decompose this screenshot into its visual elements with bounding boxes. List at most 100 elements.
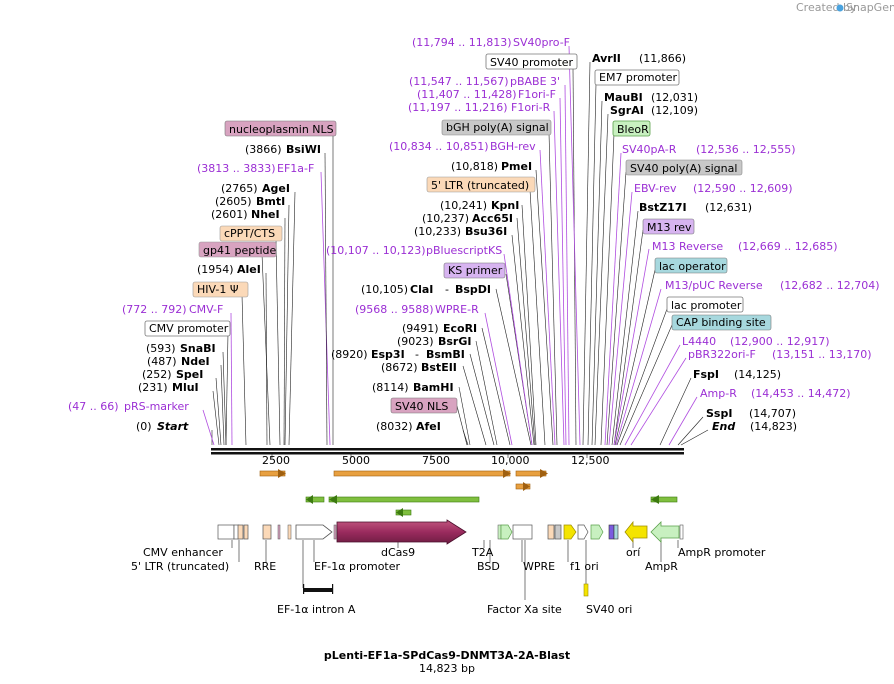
sv40-nls-label: SV40 NLS	[395, 400, 448, 413]
sv40-polya-feature	[608, 524, 615, 540]
enzyme-bmti-pos: (2605)	[215, 195, 252, 208]
enzyme-bstz17i: BstZ17I	[639, 201, 687, 214]
primer-pbr322ori-f: pBR322ori-F	[688, 348, 756, 361]
primer-m13puc-reverse: M13/pUC Reverse	[665, 279, 763, 292]
label-ampr: AmpR	[645, 560, 678, 573]
ks-primer-box	[443, 262, 506, 279]
label-wpre: WPRE	[523, 560, 555, 573]
enzyme-spei-pos: (252)	[142, 368, 172, 381]
primer-pbabe3: pBABE 3'	[510, 75, 560, 88]
orf-dcas9	[333, 470, 511, 477]
feature-track	[217, 519, 684, 600]
enzyme-esp3i-sep: -	[415, 348, 419, 361]
primer-f1ori-f: F1ori-F	[518, 88, 556, 101]
primer-m13-reverse-range: (12,669 .. 12,685)	[738, 240, 838, 253]
sv40-promoter-box	[485, 53, 578, 70]
enzyme-fspi: FspI	[693, 368, 719, 381]
primer-sv40pa-r: SV40pA-R	[622, 143, 677, 156]
sv40-promoter-label: SV40 promoter	[490, 56, 574, 69]
enzyme-pmei-pos: (10,818)	[451, 160, 498, 173]
cap-site-label: CAP binding site	[676, 316, 766, 329]
tick-10000: 10,000	[491, 454, 530, 467]
primer-amp-r-range: (14,453 .. 14,472)	[751, 387, 851, 400]
label-ori: orí	[626, 546, 641, 559]
enzyme-bstz17i-pos: (12,631)	[705, 201, 752, 214]
label-rre: RRE	[254, 560, 276, 573]
enzyme-clai-pos: (10,105)	[361, 283, 408, 296]
ef1a-promoter-feature	[295, 524, 333, 540]
enzyme-nhei: NheI	[251, 208, 280, 221]
primer-ef1a-f: EF1a-F	[277, 162, 314, 175]
t2a-feature	[497, 524, 502, 540]
f1-ori-feature	[563, 524, 577, 540]
enzyme-alei: AleI	[237, 263, 261, 276]
ltr-truncated-label: 5' LTR (truncated)	[431, 179, 529, 192]
sv40-polya-label: SV40 poly(A) signal	[630, 162, 737, 175]
label-ef1a-intron: EF-1α intron A	[277, 603, 356, 616]
hiv1-psi-label: HIV-1 Ψ	[197, 283, 239, 296]
sequence-axis: 2500 5000 7500 10,000 12,500	[211, 448, 684, 467]
enzyme-mlui: MluI	[172, 381, 199, 394]
right-leader-lines	[553, 45, 709, 446]
enzyme-bsiwi: BsiWI	[286, 143, 321, 156]
enzyme-bmti: BmtI	[256, 195, 285, 208]
enzyme-agei-pos: (2765)	[221, 182, 258, 195]
left-labels: (0) Start (47 .. 66) pRS-marker (231) Ml…	[68, 120, 337, 433]
hiv1-psi-box	[192, 281, 249, 298]
bgh-polya-label: bGH poly(A) signal	[446, 121, 549, 134]
primer-amp-r: Amp-R	[700, 387, 737, 400]
plasmid-length: 14,823 bp	[419, 662, 475, 675]
nucleoplasmin-nls-feature	[333, 524, 337, 540]
enzyme-bsrgi-pos: (9023)	[397, 335, 434, 348]
tick-12500: 12,500	[571, 454, 610, 467]
ef1a-intron-end	[303, 584, 305, 594]
primer-m13puc-reverse-range: (12,682 .. 12,704)	[780, 279, 880, 292]
enzyme-bamhi-pos: (8114)	[372, 381, 409, 394]
axis-bottom-strand	[211, 452, 684, 455]
enzyme-fspi-pos: (14,125)	[734, 368, 781, 381]
ltr-feature	[237, 524, 244, 540]
ef1a-intron-end	[332, 584, 334, 594]
sv40-ori-feature	[583, 583, 589, 597]
enzyme-esp3i-pos: (8920)	[331, 348, 368, 361]
enzyme-avrii: AvrII	[592, 52, 621, 65]
lac-operator-label: lac operator	[659, 260, 726, 273]
primer-wpre-r: WPRE-R	[435, 303, 479, 316]
enzyme-snabi: SnaBI	[180, 342, 216, 355]
ampr-promoter-feature	[679, 524, 684, 540]
gp41-label: gp41 peptide	[203, 244, 277, 257]
primer-ef1a-f-range: (3813 .. 3833)	[197, 162, 276, 175]
primer-pbluescriptks-range: (10,107 .. 10,123)	[326, 244, 426, 257]
orf-arrowhead-icon	[278, 469, 286, 478]
enzyme-sspi-pos: (14,707)	[749, 407, 796, 420]
bgh-polya-feature	[554, 524, 562, 540]
primer-pbr322ori-f-range: (13,151 .. 13,170)	[772, 348, 872, 361]
cppt-box	[219, 225, 283, 242]
label-bsd: BSD	[477, 560, 500, 573]
mid-leader-lines	[456, 132, 558, 446]
bsd-feature	[500, 524, 513, 540]
primer-sv40pa-r-range: (12,536 .. 12,555)	[696, 143, 796, 156]
primer-cmv-f: CMV-F	[189, 303, 223, 316]
enzyme-kpni: KpnI	[491, 199, 519, 212]
label-f1-ori: f1 ori	[570, 560, 599, 573]
primer-ebv-rev: EBV-rev	[634, 182, 677, 195]
primer-f1ori-f-range: (11,407 .. 11,428)	[417, 88, 517, 101]
cppt-label: cPPT/CTS	[224, 227, 275, 240]
orf-arrow	[328, 496, 480, 503]
enzyme-bamhi: BamHI	[413, 381, 454, 394]
enzyme-acc65i-pos: (10,237)	[422, 212, 469, 225]
label-dcas9: dCas9	[381, 546, 415, 559]
bleor-box	[612, 120, 651, 137]
enzyme-bsiwi-pos: (3866)	[245, 143, 282, 156]
feature-labels: CMV enhancer dCas9 T2A orí AmpR promoter…	[131, 546, 766, 616]
axis-top-strand	[211, 448, 684, 451]
label-t2a: T2A	[471, 546, 494, 559]
primer-sv40pro-f: SV40pro-F	[513, 36, 570, 49]
enzyme-nhei-pos: (2601)	[211, 208, 248, 221]
enzyme-acc65i: Acc65I	[472, 212, 513, 225]
sv40-promoter-feature	[577, 524, 589, 540]
primer-pbluescriptks: pBluescriptKS	[426, 244, 502, 257]
orf-arrowhead-icon	[540, 469, 548, 478]
orf-arrowhead-icon	[523, 482, 530, 491]
